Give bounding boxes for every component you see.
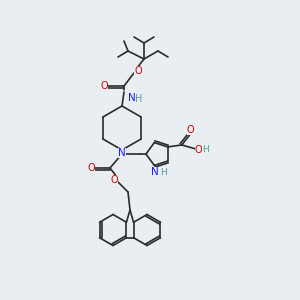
- Text: H: H: [202, 146, 209, 154]
- Text: O: O: [134, 66, 142, 76]
- Text: N: N: [118, 148, 126, 158]
- Text: N: N: [128, 93, 136, 103]
- Text: O: O: [187, 125, 194, 135]
- Text: O: O: [195, 145, 202, 155]
- Text: O: O: [87, 163, 95, 173]
- Text: N: N: [152, 167, 159, 177]
- Text: O: O: [100, 81, 108, 91]
- Text: H: H: [135, 94, 143, 104]
- Text: O: O: [110, 175, 118, 185]
- Text: H: H: [160, 168, 167, 177]
